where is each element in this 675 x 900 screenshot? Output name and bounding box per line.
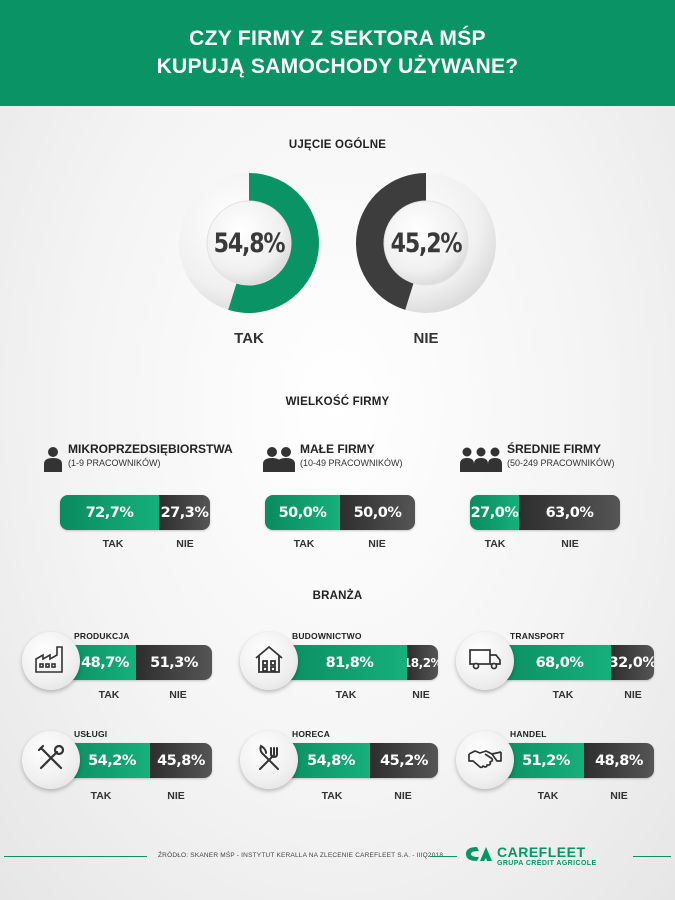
- logo-main-text: CAREFLEET: [497, 844, 586, 860]
- size-bar-micro: 72,7% 27,3%: [60, 495, 210, 530]
- industry-name-budownictwo: BUDOWNICTWO: [292, 631, 362, 641]
- section-title-size: WIELKOŚĆ FIRMY: [285, 396, 390, 408]
- donut-slice-nie: [356, 173, 426, 310]
- size-header-medium: ŚREDNIE FIRMY (50-249 PRACOWNIKÓW): [460, 442, 615, 476]
- industry-bar-uslugi-nie: 45,8%: [150, 743, 212, 778]
- donut-inner-circle: [206, 200, 292, 286]
- industry-name-transport: TRANSPORT: [510, 631, 565, 641]
- industry-name-horeca: HORECA: [292, 729, 331, 739]
- two-people-icon: [263, 446, 295, 472]
- header-title-line1: CZY FIRMY Z SEKTORA MŚP: [189, 27, 486, 50]
- industry-handel-nie-label: NIE: [610, 790, 628, 802]
- industry-transport-nie-label: NIE: [624, 689, 642, 701]
- industry-uslugi-tak-label: TAK: [90, 790, 112, 802]
- size-name-medium: ŚREDNIE FIRMY: [507, 442, 602, 456]
- size-bar-small-tak: 50,0%: [265, 495, 340, 530]
- industry-circle-horeca: [240, 731, 298, 789]
- industry-circle-uslugi: [22, 731, 80, 789]
- section-title-overall: UJĘCIE OGÓLNE: [288, 139, 387, 151]
- section-title-industry: BRANŻA: [312, 590, 363, 602]
- size-name-micro: MIKROPRZEDSIĘBIORSTWA: [68, 442, 233, 456]
- donut-nie-svg: [356, 173, 496, 313]
- size-bar-micro-tak: 72,7%: [60, 495, 159, 530]
- size-sub-micro: (1-9 PRACOWNIKÓW): [68, 458, 161, 468]
- footer-line-mid: [430, 856, 457, 857]
- size-small-tak-label: TAK: [293, 538, 315, 550]
- size-sub-medium: (50-249 PRACOWNIKÓW): [507, 458, 615, 468]
- industry-bar-transport-nie: 32,0%: [611, 645, 654, 680]
- person-icon: [43, 446, 63, 472]
- size-medium-tak-label: TAK: [484, 538, 506, 550]
- tools-icon: [36, 743, 66, 778]
- industry-name-produkcja: PRODUKCJA: [74, 631, 130, 641]
- carefleet-logo: CAREFLEET GRUPA CRÉDIT AGRICOLE: [463, 845, 597, 868]
- size-bar-medium: 27,0% 63,0%: [470, 495, 620, 530]
- industry-bar-horeca-nie: 45,2%: [370, 743, 438, 778]
- size-bar-small-nie: 50,0%: [340, 495, 415, 530]
- industry-circle-transport: [456, 632, 514, 690]
- industry-uslugi-nie-label: NIE: [167, 790, 185, 802]
- size-micro-tak-label: TAK: [102, 538, 124, 550]
- industry-bar-produkcja-nie: 51,3%: [136, 645, 212, 680]
- footer-line-left: [4, 856, 147, 857]
- carefleet-logo-icon: [463, 845, 493, 868]
- donut-slice-tak: [228, 173, 319, 313]
- industry-name-handel: HANDEL: [510, 729, 547, 739]
- industry-bar-budownictwo-nie: 18,2%: [407, 645, 438, 680]
- industry-handel-tak-label: TAK: [537, 790, 559, 802]
- industry-horeca-nie-label: NIE: [394, 790, 412, 802]
- industry-bar-handel-nie: 48,8%: [584, 743, 654, 778]
- donut-inner-circle: [383, 200, 469, 286]
- donut-nie-value: 45,2%: [390, 227, 463, 259]
- header-title-line2: KUPUJĄ SAMOCHODY UŻYWANE?: [156, 55, 519, 78]
- logo-sub-text: GRUPA CRÉDIT AGRICOLE: [497, 860, 597, 867]
- industry-horeca-tak-label: TAK: [321, 790, 343, 802]
- three-people-icon: [460, 446, 502, 472]
- size-header-micro: MIKROPRZEDSIĘBIORSTWA (1-9 PRACOWNIKÓW): [43, 442, 233, 476]
- size-bar-medium-tak: 27,0%: [470, 495, 519, 530]
- footer-line-right: [633, 856, 671, 857]
- size-small-nie-label: NIE: [368, 538, 386, 550]
- industry-circle-budownictwo: [240, 632, 298, 690]
- size-micro-nie-label: NIE: [176, 538, 194, 550]
- donut-nie: 45,2%: [353, 170, 499, 316]
- footer-source: ŹRÓDŁO: SKANER MŚP - INSTYTUT KERALLA NA…: [158, 852, 444, 859]
- handshake-icon: [468, 746, 502, 775]
- donut-tak-value: 54,8%: [213, 227, 286, 259]
- donut-tak-label: TAK: [234, 330, 264, 347]
- size-header-small: MAŁE FIRMY (10-49 PRACOWNIKÓW): [263, 442, 403, 476]
- industry-produkcja-nie-label: NIE: [169, 689, 187, 701]
- industry-budownictwo-tak-label: TAK: [335, 689, 357, 701]
- size-bar-micro-nie: 27,3%: [159, 495, 210, 530]
- size-medium-nie-label: NIE: [561, 538, 579, 550]
- header-banner: CZY FIRMY Z SEKTORA MŚP KUPUJĄ SAMOCHODY…: [0, 0, 675, 106]
- size-bar-medium-nie: 63,0%: [519, 495, 620, 530]
- industry-circle-produkcja: [22, 632, 80, 690]
- donut-tak: 54,8%: [176, 170, 322, 316]
- industry-circle-handel: [456, 731, 514, 789]
- size-name-small: MAŁE FIRMY: [300, 442, 375, 456]
- truck-icon: [468, 647, 502, 676]
- donut-nie-label: NIE: [413, 330, 439, 347]
- industry-name-uslugi: USŁUGI: [74, 729, 108, 739]
- size-sub-small: (10-49 PRACOWNIKÓW): [300, 458, 403, 468]
- industry-produkcja-tak-label: TAK: [98, 689, 120, 701]
- factory-icon: [34, 645, 68, 678]
- house-icon: [253, 644, 285, 679]
- size-bar-small: 50,0% 50,0%: [265, 495, 415, 530]
- donut-tak-svg: [179, 173, 319, 313]
- fork-knife-icon: [254, 743, 284, 778]
- industry-transport-tak-label: TAK: [552, 689, 574, 701]
- industry-budownictwo-nie-label: NIE: [412, 689, 430, 701]
